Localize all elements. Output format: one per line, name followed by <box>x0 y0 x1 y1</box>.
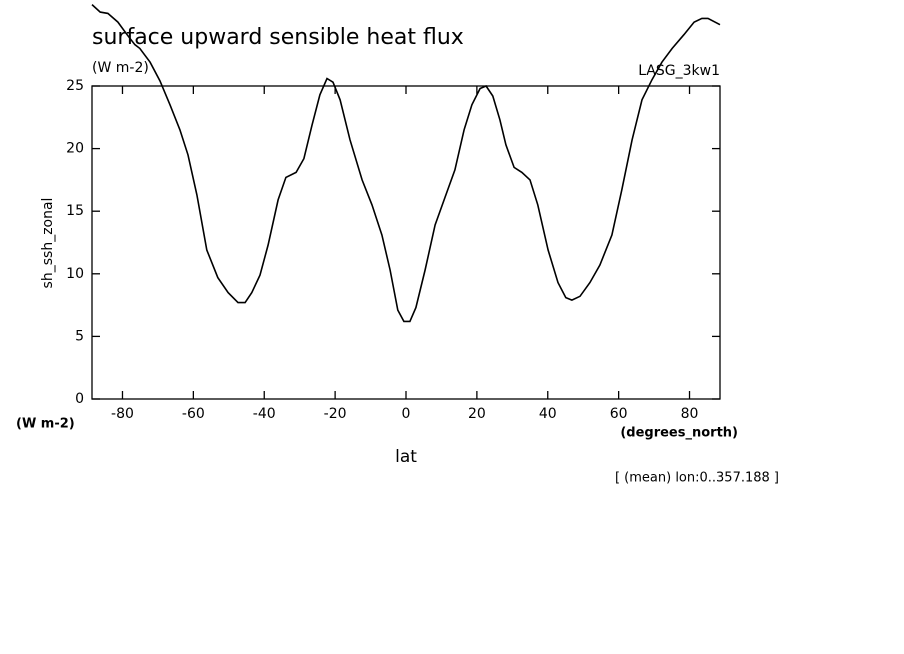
plot-frame <box>91 85 721 400</box>
y-units: (W m-2) <box>16 417 75 432</box>
note: [ (mean) lon:0..357.188 ] <box>615 471 779 486</box>
y-tick-label: 25 <box>66 78 84 94</box>
y-tick-label: 15 <box>66 203 84 219</box>
y-tick-label: 20 <box>66 141 84 157</box>
x-tick-label: -40 <box>253 406 276 422</box>
x-tick-label: 0 <box>402 406 411 422</box>
x-tick-label: 80 <box>681 406 699 422</box>
x-tick-label: 60 <box>610 406 628 422</box>
x-units: (degrees_north) <box>620 426 738 441</box>
y-axis-label: sh_ssh_zonal <box>40 198 56 289</box>
chart-title: surface upward sensible heat flux <box>92 25 464 50</box>
x-tick-label: -60 <box>182 406 205 422</box>
x-tick-label: -20 <box>324 406 347 422</box>
y-tick-label: 0 <box>75 391 84 407</box>
x-tick-label: 40 <box>539 406 557 422</box>
x-tick-label: -80 <box>111 406 134 422</box>
dataset-label: LASG_3kw1 <box>638 63 720 79</box>
y-tick-label: 5 <box>75 328 84 344</box>
x-tick-label: 20 <box>468 406 486 422</box>
x-axis-label: lat <box>395 447 417 467</box>
y-tick-label: 10 <box>66 266 84 282</box>
chart-subtitle: (W m-2) <box>92 60 149 76</box>
data-line <box>91 4 721 323</box>
